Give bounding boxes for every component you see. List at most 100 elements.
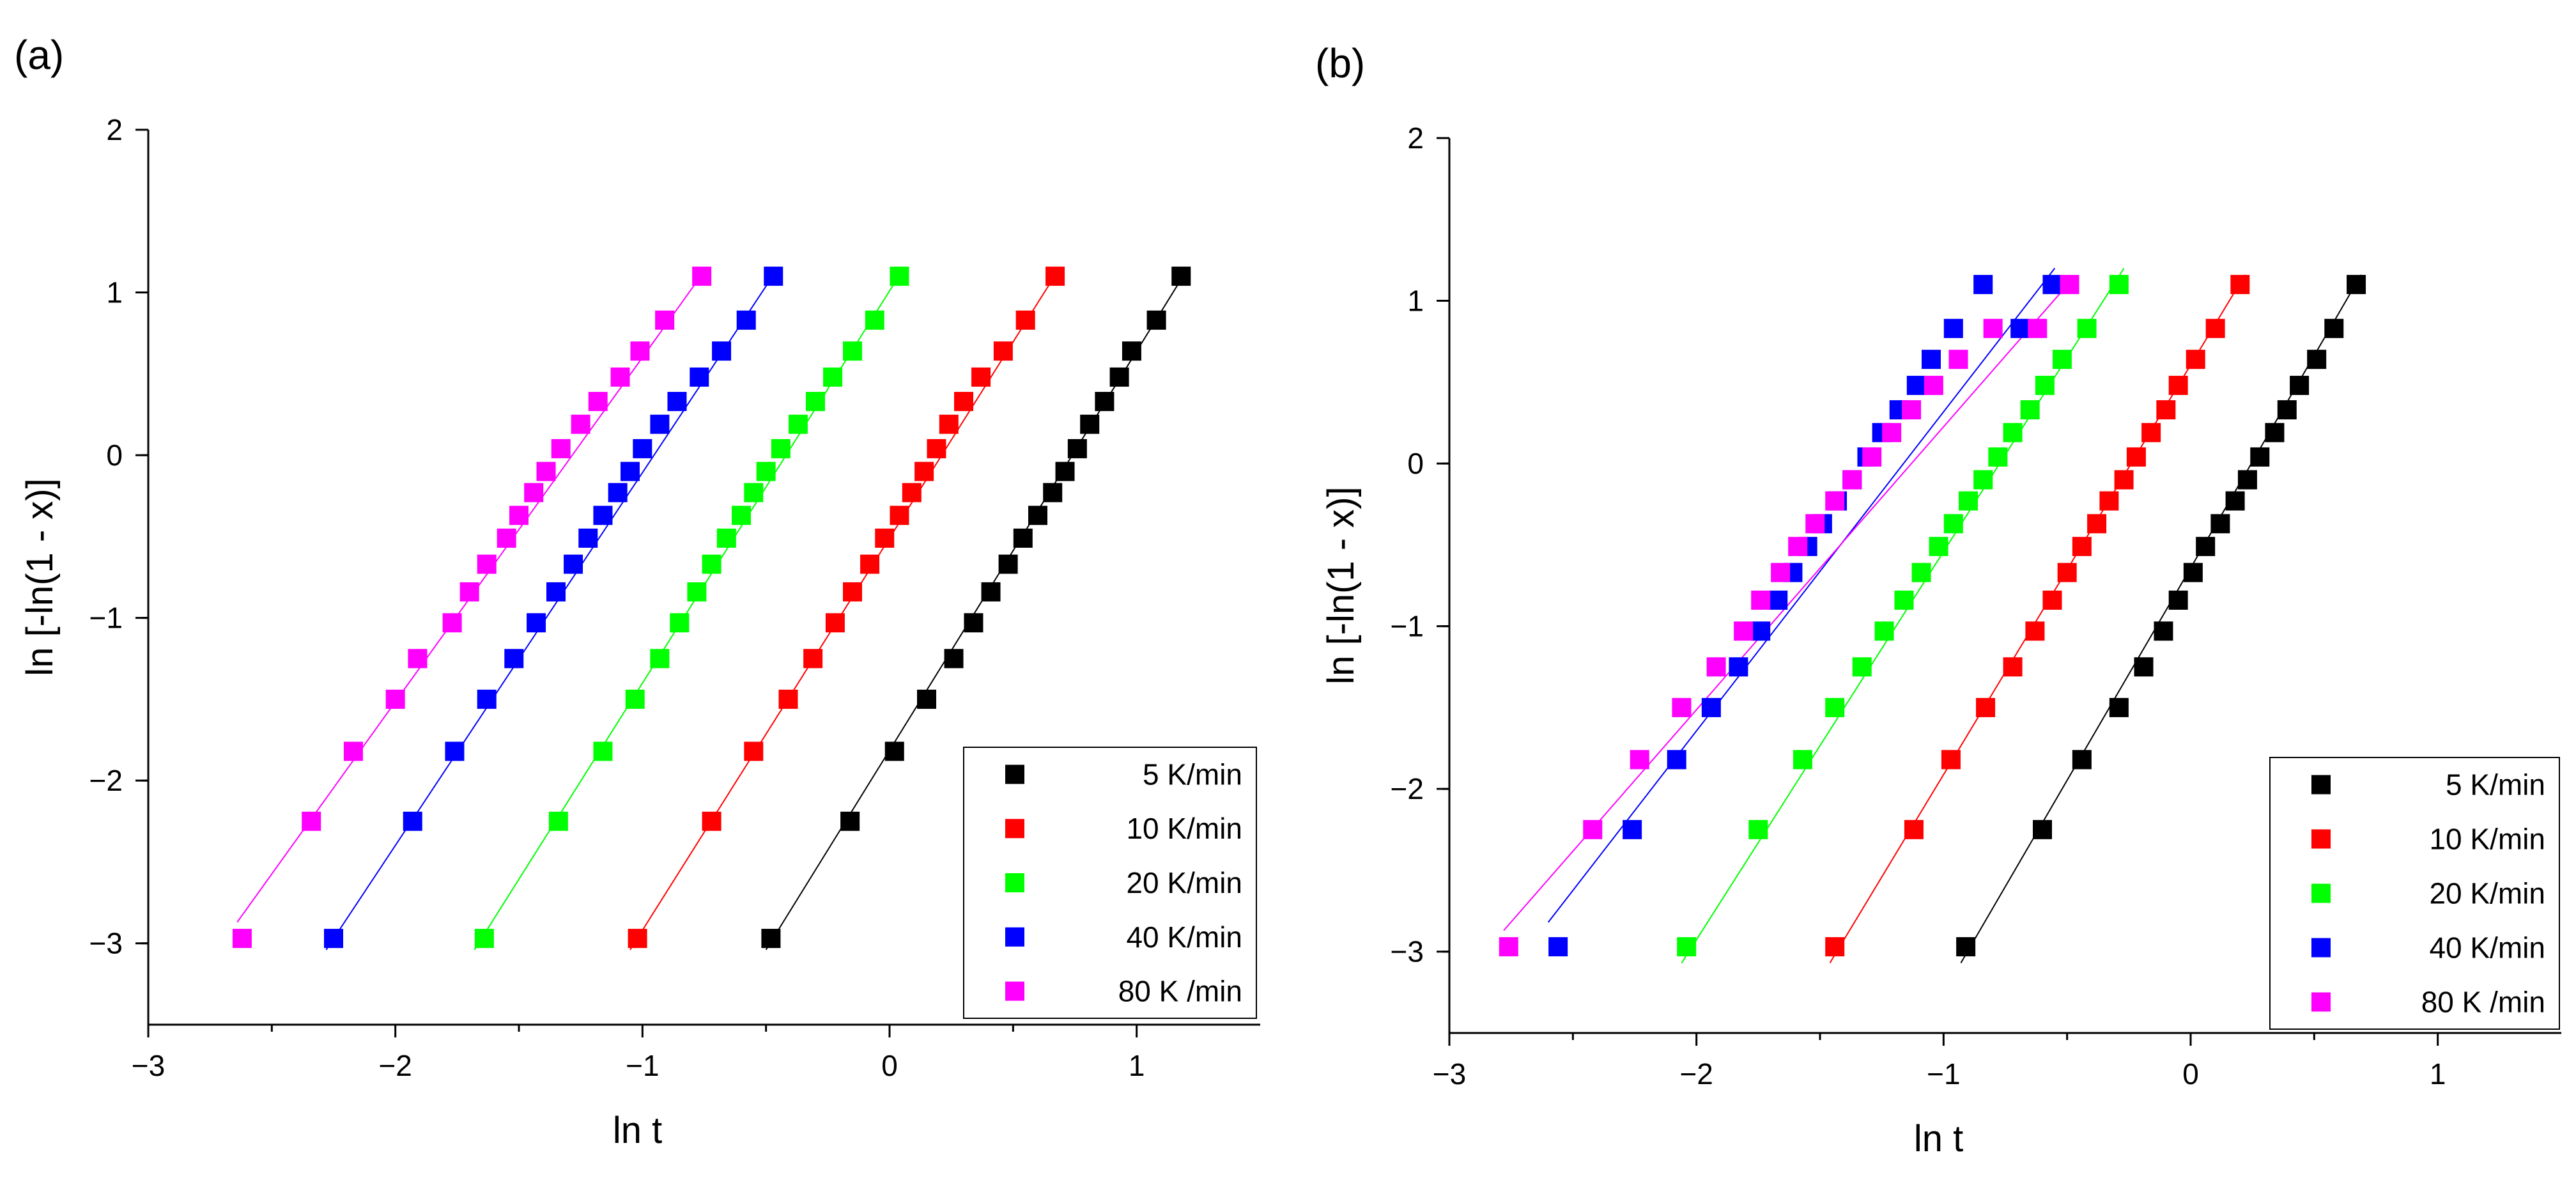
- data-point: [825, 613, 845, 633]
- data-point: [551, 439, 571, 458]
- legend-label: 20 K/min: [1126, 866, 1242, 899]
- data-point: [630, 341, 650, 361]
- data-point: [1976, 697, 1996, 717]
- data-point: [1028, 506, 1047, 525]
- data-point: [690, 367, 709, 387]
- data-point: [655, 310, 675, 330]
- data-point: [1825, 491, 1845, 511]
- data-point: [588, 392, 608, 412]
- data-point: [2183, 563, 2203, 582]
- x-tick-label: −2: [378, 1049, 412, 1082]
- data-point: [1751, 590, 1771, 610]
- data-point: [2057, 563, 2077, 582]
- data-point: [2265, 423, 2285, 442]
- data-point: [524, 483, 544, 502]
- data-point: [902, 483, 922, 502]
- data-point: [2141, 423, 2161, 442]
- data-point: [2250, 447, 2270, 467]
- data-point: [788, 414, 808, 434]
- data-point: [509, 506, 528, 525]
- data-point: [2020, 400, 2040, 420]
- data-point: [2307, 350, 2327, 369]
- fit-line: [1547, 268, 2056, 923]
- data-point: [732, 506, 751, 525]
- legend-marker: [2311, 775, 2331, 795]
- data-point: [1983, 318, 2003, 338]
- data-point: [843, 341, 862, 361]
- data-point: [1956, 937, 1976, 957]
- data-point: [2114, 470, 2134, 490]
- data-point: [944, 649, 964, 669]
- data-point: [571, 414, 590, 434]
- legend-label: 10 K/min: [1126, 812, 1242, 845]
- data-point: [1943, 318, 1963, 338]
- data-point: [1973, 275, 1993, 295]
- legend-label: 10 K/min: [2429, 823, 2545, 856]
- legend-marker: [1005, 927, 1024, 947]
- data-point: [578, 528, 598, 548]
- data-point: [2010, 318, 2030, 338]
- data-point: [1904, 819, 1924, 839]
- data-point: [716, 528, 736, 548]
- data-point: [1499, 937, 1518, 957]
- data-point: [1548, 937, 1568, 957]
- data-point: [2154, 621, 2173, 641]
- legend-marker: [2311, 992, 2331, 1012]
- data-point: [1583, 819, 1603, 839]
- data-point: [1171, 267, 1191, 286]
- data-point: [823, 367, 843, 387]
- data-point: [650, 649, 670, 669]
- data-point: [744, 741, 764, 761]
- data-point: [702, 554, 721, 574]
- data-point: [1706, 657, 1726, 677]
- data-point: [1902, 400, 1922, 420]
- data-point: [2168, 590, 2188, 610]
- data-point: [1874, 621, 1894, 641]
- data-point: [702, 811, 721, 831]
- data-point: [884, 741, 904, 761]
- data-point: [1771, 563, 1791, 582]
- data-point: [756, 462, 776, 481]
- y-tick-label: 0: [1407, 447, 1424, 480]
- data-point: [687, 582, 707, 602]
- data-point: [1122, 341, 1141, 361]
- y-tick-label: −1: [1391, 610, 1424, 643]
- data-point: [2035, 375, 2055, 395]
- legend-label: 80 K /min: [2421, 986, 2545, 1019]
- data-point: [875, 528, 895, 548]
- data-point: [927, 439, 946, 458]
- data-point: [2225, 491, 2245, 511]
- data-point: [2042, 590, 2062, 610]
- data-point: [1788, 536, 1808, 556]
- data-point: [1825, 937, 1845, 957]
- data-point: [324, 929, 343, 949]
- data-point: [761, 929, 781, 949]
- data-point: [939, 414, 959, 434]
- legend-marker: [2311, 883, 2331, 903]
- data-point: [964, 613, 983, 633]
- data-point: [993, 341, 1013, 361]
- data-point: [771, 439, 791, 458]
- y-axis-title: ln [-ln(1 - x)]: [19, 478, 61, 676]
- data-point: [2347, 275, 2366, 295]
- data-point: [670, 613, 690, 633]
- data-point: [1922, 350, 1941, 369]
- data-point: [860, 554, 880, 574]
- data-point: [2042, 275, 2062, 295]
- data-point: [764, 267, 783, 286]
- data-point: [2186, 350, 2205, 369]
- data-point: [1095, 392, 1114, 412]
- data-point: [2210, 514, 2230, 534]
- data-point: [2052, 350, 2072, 369]
- legend-label: 5 K/min: [1143, 757, 1242, 791]
- data-point: [1941, 750, 1961, 770]
- data-point: [667, 392, 687, 412]
- y-tick-label: 2: [1407, 121, 1424, 155]
- data-point: [2060, 275, 2079, 295]
- data-point: [477, 689, 497, 709]
- data-point: [1929, 536, 1948, 556]
- data-point: [1667, 750, 1686, 770]
- data-point: [2324, 318, 2344, 338]
